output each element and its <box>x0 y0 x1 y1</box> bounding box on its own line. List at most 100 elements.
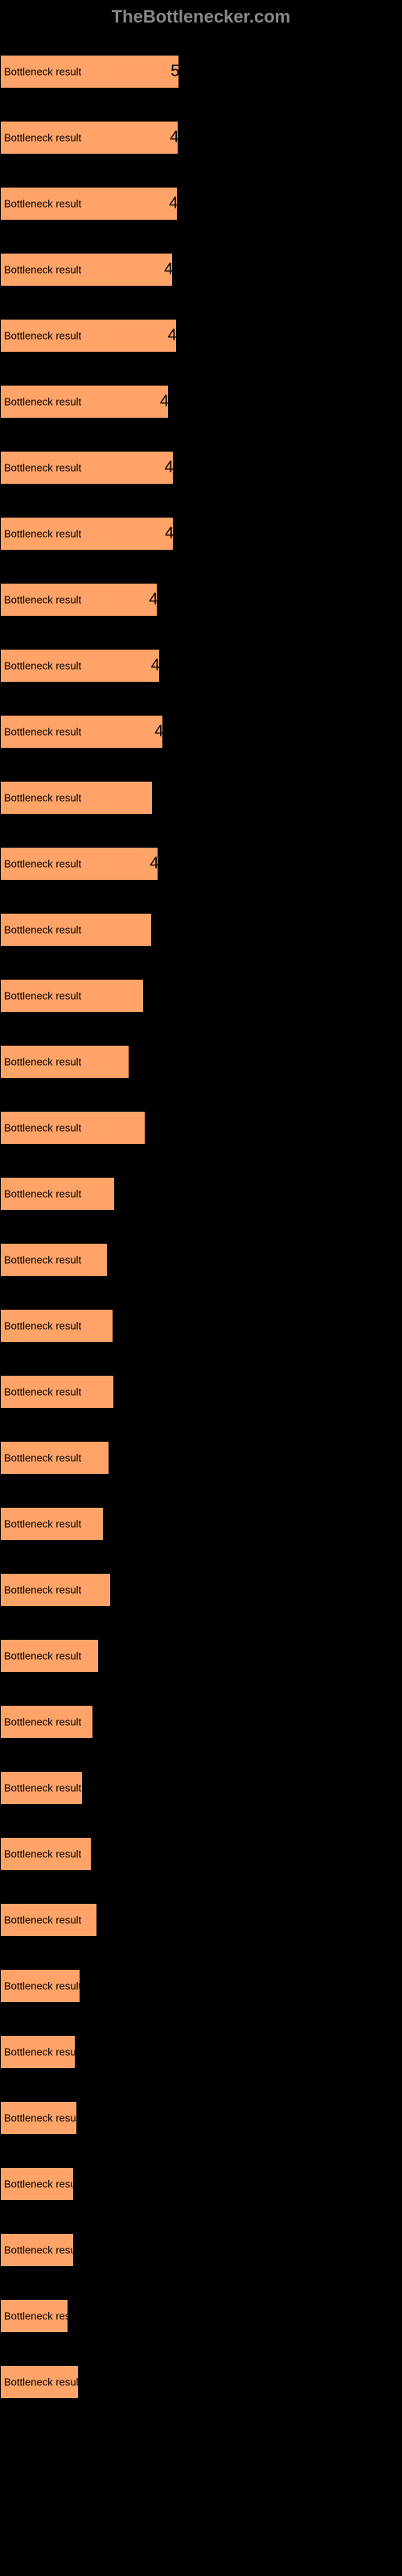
bar-row: Bottleneck result <box>0 1747 402 1813</box>
bar-rect: Bottleneck result48 <box>0 253 173 287</box>
bar-row: Bottleneck result <box>0 1813 402 1879</box>
bar-label: Bottleneck result <box>4 726 81 738</box>
bar-rect: Bottleneck result <box>0 913 152 947</box>
bar-row: Bottleneck result <box>0 1945 402 2011</box>
site-header: TheBottlenecker.com <box>0 0 402 31</box>
bar-value: 49 <box>168 327 186 345</box>
bar-label: Bottleneck result <box>4 1650 81 1662</box>
bar-rect: Bottleneck result <box>0 2101 77 2135</box>
bar-row: Bottleneck result 4 <box>0 625 402 691</box>
bar-row: Bottleneck result <box>0 1285 402 1351</box>
bar-label: Bottleneck result <box>4 2376 78 2388</box>
bar-label: Bottleneck result <box>4 1980 80 1992</box>
bar-row: Bottleneck result 4 <box>0 691 402 757</box>
bar-label: Bottleneck result <box>4 660 81 672</box>
bar-row: Bottleneck result <box>0 1351 402 1417</box>
bar-rect: Bottleneck result <box>0 1507 104 1541</box>
bar-label: Bottleneck result <box>4 330 81 342</box>
bar-rect: Bottleneck result <box>0 781 153 815</box>
bar-value: 4 <box>154 723 163 741</box>
bar-row: Bottleneck result <box>0 1219 402 1285</box>
bar-row: Bottleneck result <box>0 1153 402 1219</box>
bar-row: Bottleneck result <box>0 2341 402 2407</box>
bar-label: Bottleneck result <box>4 1188 81 1200</box>
bar-value: 50 <box>170 63 188 81</box>
bar-rect: Bottleneck result <box>0 1705 93 1739</box>
bar-value: 48 <box>165 525 183 543</box>
bar-rect: Bottleneck result <box>0 1639 99 1673</box>
bar-rect: Bottleneck result4 <box>0 583 158 617</box>
bar-row: Bottleneck result4 <box>0 823 402 889</box>
bar-row: Bottleneck result49 <box>0 163 402 229</box>
bar-label: Bottleneck result <box>4 2244 73 2256</box>
bar-row: Bottleneck result <box>0 1417 402 1483</box>
bar-label: Bottleneck result <box>4 396 81 408</box>
bar-label: Bottleneck result <box>4 1914 81 1926</box>
bar-label: Bottleneck result <box>4 924 81 936</box>
bottleneck-bar-chart: Bottleneck result 50 Bottleneck result 49 Bo… <box>0 31 402 2423</box>
bar-label: Bottleneck result <box>4 66 81 78</box>
bar-rect: Bottleneck result <box>0 2365 79 2399</box>
bar-rect: Bottleneck result <box>0 2233 74 2267</box>
bar-label: Bottleneck result <box>4 1254 81 1266</box>
bar-rect: Bottleneck result <box>0 1375 114 1409</box>
bar-label: Bottleneck result <box>4 1518 81 1530</box>
bar-rect: Bottleneck result49 <box>0 187 178 221</box>
bar-label: Bottleneck result <box>4 990 81 1002</box>
bar-rect: Bottleneck result 4 <box>0 385 169 419</box>
bar-label: Bottleneck result <box>4 1452 81 1464</box>
bar-label: Bottleneck result <box>4 528 81 540</box>
bar-row: Bottleneck result <box>0 1879 402 1945</box>
bar-label: Bottleneck result <box>4 264 81 276</box>
bar-label: Bottleneck result <box>4 2310 68 2322</box>
bar-value: 48 <box>164 261 182 279</box>
bar-value: 4 <box>160 393 169 411</box>
bar-row: Bottleneck result <box>0 1087 402 1153</box>
bar-rect: Bottleneck result <box>0 1441 109 1475</box>
bar-row: Bottleneck result <box>0 1681 402 1747</box>
bar-rect: Bottleneck result49 <box>0 319 177 353</box>
bar-rect: Bottleneck result <box>0 1771 83 1805</box>
bar-row: Bottleneck result 49 <box>0 97 402 163</box>
bar-rect: Bottleneck result4 <box>0 847 158 881</box>
bar-value: 49 <box>170 129 187 147</box>
bar-row: Bottleneck result <box>0 1549 402 1615</box>
bar-label: Bottleneck result <box>4 1056 81 1068</box>
bar-rect: Bottleneck result <box>0 1903 97 1937</box>
bar-value: 4 <box>151 657 160 675</box>
bar-row: Bottleneck result 48 <box>0 493 402 559</box>
bar-rect: Bottleneck result <box>0 1969 80 2003</box>
bar-rect: Bottleneck result48 <box>0 451 174 485</box>
bar-label: Bottleneck result <box>4 2046 75 2058</box>
bar-rect: Bottleneck result <box>0 1177 115 1211</box>
bar-label: Bottleneck result <box>4 462 81 474</box>
bar-row: Bottleneck result4 <box>0 559 402 625</box>
bar-row: Bottleneck result <box>0 2209 402 2275</box>
bar-row: Bottleneck result <box>0 2275 402 2341</box>
bar-rect: Bottleneck result <box>0 2167 74 2201</box>
bar-row: Bottleneck result 50 <box>0 31 402 97</box>
bar-rect: Bottleneck result49 <box>0 121 178 155</box>
bar-label: Bottleneck result <box>4 2112 76 2124</box>
bar-rect: Bottleneck result50 <box>0 55 179 89</box>
bar-label: Bottleneck result <box>4 1320 81 1332</box>
bar-row: Bottleneck result 48 <box>0 427 402 493</box>
bar-label: Bottleneck result <box>4 792 81 804</box>
bar-rect: Bottleneck result <box>0 2035 76 2069</box>
bar-value: 48 <box>165 459 183 477</box>
bar-rect: Bottleneck result <box>0 1045 129 1079</box>
bar-row: Bottleneck result <box>0 1483 402 1549</box>
bar-rect: Bottleneck result48 <box>0 517 174 551</box>
bar-label: Bottleneck result <box>4 1122 81 1134</box>
bar-label: Bottleneck result <box>4 132 81 144</box>
bar-label: Bottleneck result <box>4 2178 73 2190</box>
bar-label: Bottleneck result <box>4 594 81 606</box>
bar-rect: Bottleneck result 4 <box>0 715 163 749</box>
bar-row: Bottleneck result <box>0 2143 402 2209</box>
bar-label: Bottleneck result <box>4 1584 81 1596</box>
bar-row: Bottleneck result 48 <box>0 229 402 295</box>
bar-row: Bottleneck result 4 <box>0 361 402 427</box>
bar-row: Bottleneck result <box>0 2011 402 2077</box>
bar-row: Bottleneck result <box>0 1021 402 1087</box>
bar-rect: Bottleneck result <box>0 1837 92 1871</box>
